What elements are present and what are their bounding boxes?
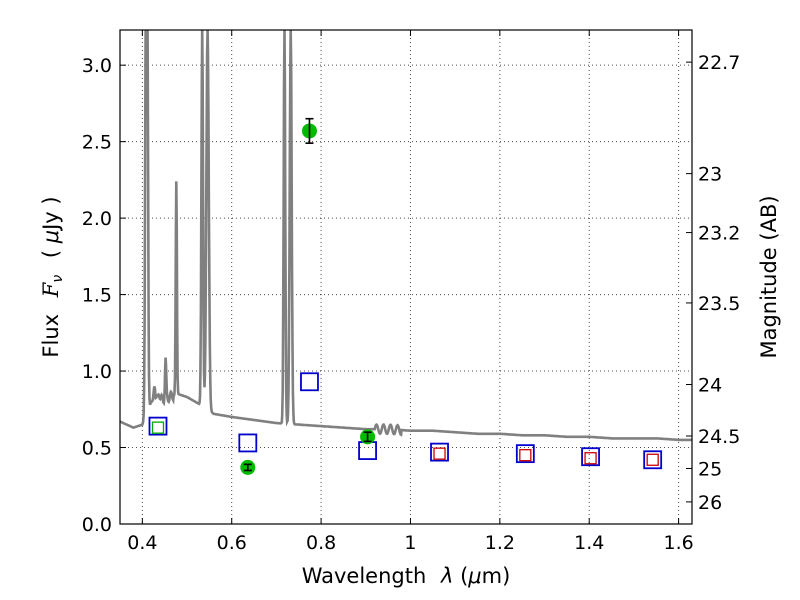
x-tick-label: 1.4 [574,532,604,554]
y2-tick-label: 26 [698,492,722,514]
y-axis-label-open: ( [39,243,63,258]
model-photometry-square [238,433,258,453]
x-tick-label: 1 [404,532,416,554]
y-axis-label-symbol: F [39,281,63,298]
model-photometry-inner-square [584,452,597,465]
plot-area [120,30,692,475]
model-photometry-inner-square [151,421,165,434]
y-tick-label: 2.0 [82,208,112,230]
axes: 0.4 0.6 0.8 1 1.2 1.4 1.6 0.0 0.5 1.0 1.5 2.0 2.5 3.0… [82,30,740,554]
model-photometry-square [358,441,377,460]
x-tick-label: 0.4 [127,532,157,554]
y-tick-label: 0.5 [82,438,112,460]
x-tick-label: 0.8 [306,532,336,554]
y-axis-label-text: Flux [39,314,63,358]
model-photometry-square [515,444,535,464]
y2-axis-label: Magnitude (AB) [757,195,781,358]
model-photometry-square [581,447,600,467]
y2-tick-label: 22.7 [698,52,740,74]
y-axis-label-subscript: ν [50,275,66,283]
y2-tick-label: 24 [698,375,722,397]
x-axis-label: Wavelength λ (μm) [302,564,511,588]
x-tick-label: 1.2 [485,532,515,554]
x-tick-label: 1.6 [663,532,693,554]
y2-tick-label: 23.5 [698,293,740,315]
model-photometry-square [430,442,449,462]
model-photometry-inner-square [433,447,446,460]
x-axis-label-open: ( [460,564,468,588]
x-tick-label: 0.6 [217,532,247,554]
y-tick-label: 1.0 [82,361,112,383]
y-axis-label-unit: Jy ) [39,196,63,232]
model-photometry-inner-square [646,453,659,466]
y2-tick-label: 23.2 [698,223,740,245]
plot-frame [119,29,693,525]
y-tick-label: 1.5 [82,285,112,307]
y2-tick-label: 24.5 [698,426,740,448]
model-photometry-square [148,416,168,436]
y-tick-label: 3.0 [82,55,112,77]
model-photometry-square [300,372,319,392]
y-axis-label: Flux Fν ( μJy ) [39,196,67,357]
model-photometry-inner-square [519,449,532,462]
model-photometry-square [643,450,663,470]
y-axis-label-mu: μ [39,230,63,244]
x-axis-label-unit: m) [482,564,511,588]
x-axis-label-symbol: λ [440,564,453,588]
x-axis-label-text: Wavelength [302,564,427,588]
model-spectrum-line [120,30,692,442]
y-tick-label: 0.0 [82,514,112,536]
y2-tick-label: 23 [698,164,722,186]
x-axis-label-mu: μ [467,564,481,588]
y2-tick-label: 25 [698,458,722,480]
y-tick-label: 2.5 [82,132,112,154]
